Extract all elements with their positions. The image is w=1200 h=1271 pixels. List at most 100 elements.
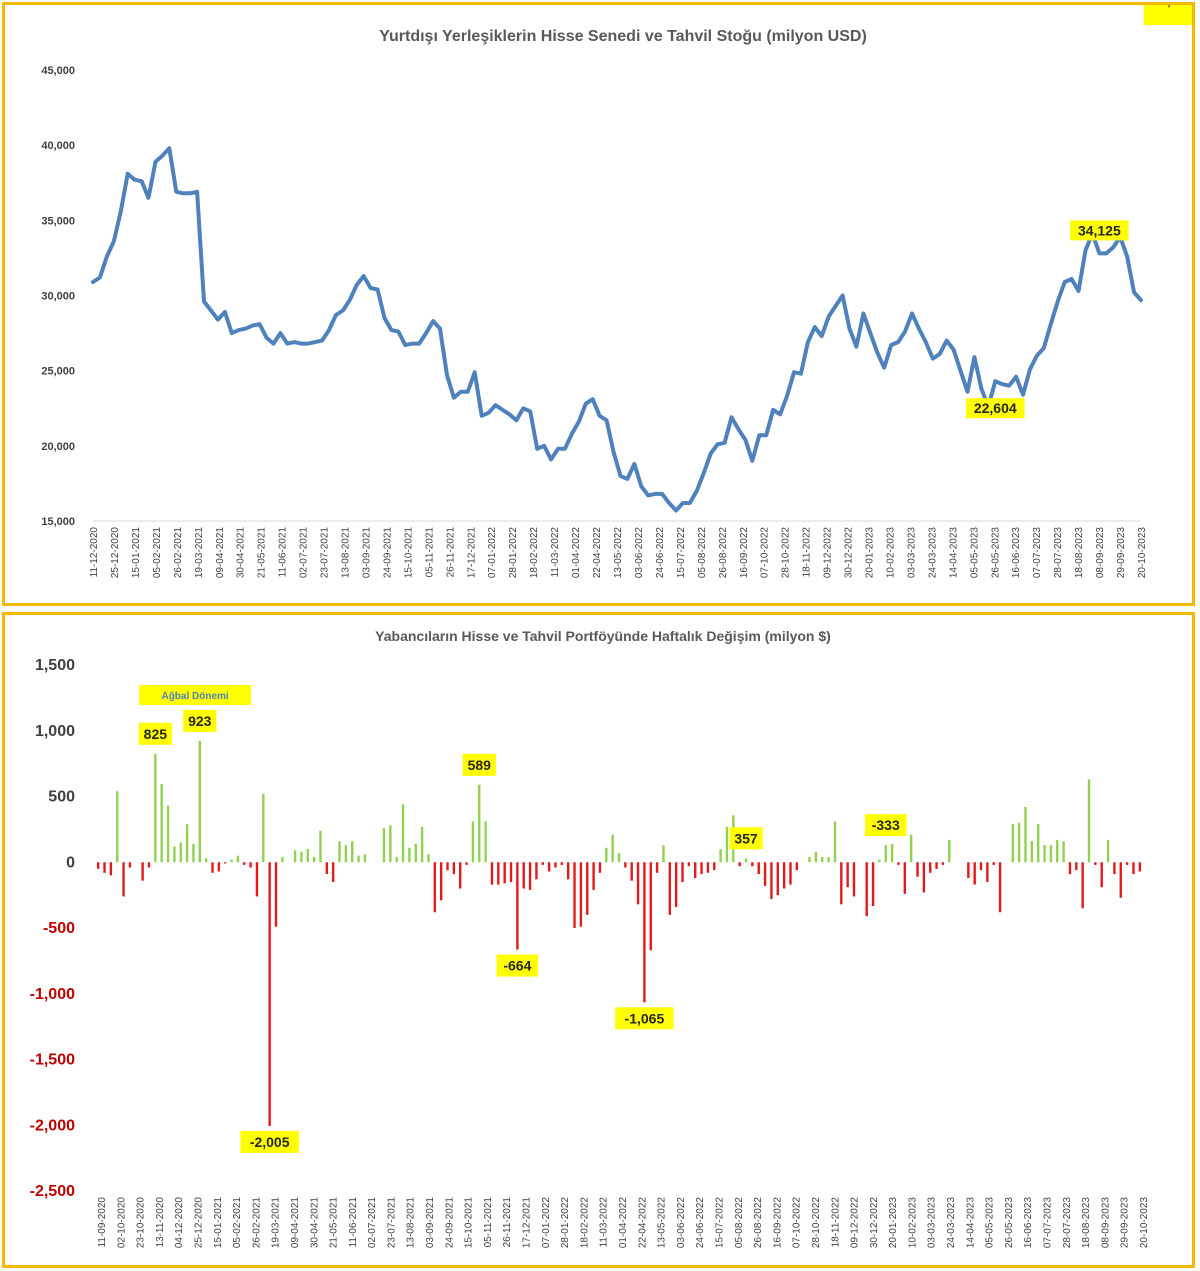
- x-tick-label: 15-07-2022: [714, 1197, 725, 1249]
- bar: [624, 862, 627, 868]
- bar: [1024, 807, 1027, 863]
- period-note: Ağbal Dönemi: [139, 685, 252, 705]
- bar: [154, 753, 157, 863]
- x-tick-label: 11-09-2020: [97, 1197, 108, 1248]
- callout-label: 22,604: [974, 400, 1017, 416]
- x-tick-label: 19-03-2021: [271, 1197, 282, 1249]
- bar: [998, 862, 1002, 913]
- data-callout: 357: [729, 827, 763, 850]
- y-tick-label: 35,000: [41, 215, 75, 227]
- bar: [484, 821, 487, 863]
- x-tick-label: 16-09-2022: [772, 1197, 783, 1249]
- y-tick-label: 30,000: [41, 291, 75, 303]
- bar: [224, 862, 227, 864]
- x-tick-label: 18-02-2022: [579, 1197, 590, 1249]
- bar: [471, 821, 475, 863]
- bar: [357, 855, 360, 863]
- data-callout: 29,696: [1143, 5, 1192, 25]
- bar: [789, 862, 792, 885]
- y-tick-label: 0: [66, 854, 75, 871]
- bar: [986, 862, 989, 882]
- bar: [630, 862, 633, 881]
- bar: [846, 862, 849, 888]
- x-tick-label: 11-06-2021: [348, 1197, 359, 1248]
- x-tick-label: 25-12-2020: [110, 527, 121, 579]
- bar: [922, 862, 926, 893]
- bar: [173, 846, 176, 863]
- x-tick-label: 15-10-2021: [464, 1197, 475, 1249]
- x-tick-label: 18-08-2023: [1081, 1197, 1092, 1249]
- data-callout: -2,005: [240, 1130, 299, 1153]
- x-tick-label: 13-05-2022: [657, 1197, 668, 1249]
- bar: [459, 862, 462, 889]
- data-callout: 923: [183, 709, 217, 732]
- bar: [401, 804, 405, 863]
- x-tick-label: 03-09-2021: [425, 1197, 436, 1249]
- x-tick-label: 05-11-2021: [424, 527, 435, 578]
- bar: [909, 834, 913, 863]
- bar: [490, 862, 494, 885]
- x-tick-label: 07-10-2022: [760, 527, 771, 579]
- data-callout: -1,065: [615, 1007, 674, 1030]
- x-tick-label: 28-10-2022: [811, 1197, 822, 1249]
- x-tick-label: 29-09-2023: [1120, 1197, 1131, 1249]
- data-callout: 34,125: [1070, 220, 1129, 241]
- bar: [871, 862, 875, 907]
- x-tick-label: 26-02-2021: [173, 527, 184, 579]
- bar: [122, 862, 125, 897]
- stock-chart-panel: Yurtdışı Yerleşiklerin Hisse Senedi ve T…: [2, 2, 1195, 606]
- x-tick-label: 03-03-2023: [927, 1197, 938, 1249]
- bar: [1081, 862, 1084, 909]
- bar: [198, 740, 201, 863]
- data-callout: -664: [496, 954, 539, 977]
- x-tick-label: 14-04-2023: [948, 527, 959, 579]
- bar: [948, 839, 951, 863]
- bar: [668, 862, 672, 915]
- bar: [884, 845, 887, 863]
- bar: [528, 862, 532, 890]
- x-tick-label: 17-12-2021: [522, 1197, 533, 1249]
- x-tick-label: 05-02-2021: [152, 527, 163, 579]
- data-callout: -333: [864, 814, 907, 837]
- bar: [929, 862, 932, 873]
- bar: [840, 862, 843, 905]
- bar: [497, 862, 500, 885]
- bar: [611, 834, 614, 863]
- x-tick-label: 24-09-2021: [382, 527, 393, 579]
- x-tick-label: 07-01-2022: [487, 527, 498, 579]
- bar: [897, 862, 900, 865]
- x-tick-label: 28-07-2023: [1062, 1197, 1073, 1249]
- x-tick-label: 28-01-2022: [508, 527, 519, 579]
- x-tick-label: 15-01-2021: [131, 527, 142, 579]
- bar: [763, 862, 767, 886]
- bar: [605, 847, 608, 863]
- bar: [617, 853, 621, 863]
- x-tick-label: 05-05-2023: [985, 1197, 996, 1249]
- callout-label: -664: [503, 958, 531, 974]
- bar: [935, 862, 938, 869]
- bar: [579, 862, 583, 927]
- bar: [293, 850, 297, 863]
- bar: [230, 859, 233, 863]
- x-tick-label: 09-12-2022: [823, 527, 834, 579]
- bar: [1087, 779, 1091, 863]
- x-tick-label: 09-12-2022: [850, 1197, 861, 1249]
- x-tick-label: 07-10-2022: [792, 1197, 803, 1249]
- x-tick-label: 15-01-2021: [213, 1197, 224, 1249]
- y-tick-label: -2,500: [30, 1183, 75, 1200]
- x-tick-label: 23-10-2020: [136, 1197, 147, 1249]
- x-tick-label: 26-02-2021: [251, 1197, 262, 1249]
- bar: [1056, 839, 1059, 863]
- callout-label: 34,125: [1078, 222, 1121, 238]
- x-tick-label: 16-09-2022: [739, 527, 750, 579]
- bar: [338, 841, 341, 863]
- x-tick-label: 20-01-2023: [888, 1197, 899, 1249]
- x-tick-label: 30-04-2021: [236, 527, 247, 579]
- bar: [782, 862, 786, 889]
- bar: [395, 856, 398, 863]
- x-tick-label: 22-04-2022: [637, 1197, 648, 1249]
- x-tick-label: 03-03-2023: [906, 527, 917, 579]
- x-tick-label: 09-04-2021: [215, 527, 226, 579]
- x-tick-label: 24-03-2023: [927, 527, 938, 579]
- bar: [211, 862, 214, 873]
